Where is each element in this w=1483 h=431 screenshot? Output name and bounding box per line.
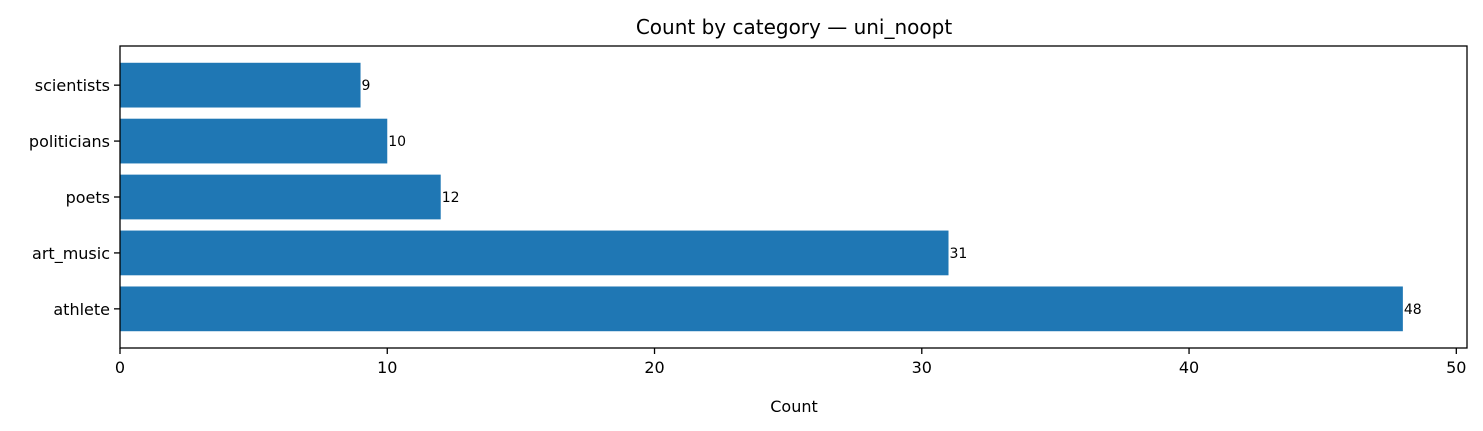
data-label-scientists: 9 <box>362 78 371 94</box>
x-tick-label-0: 0 <box>115 358 125 377</box>
y-tick-label-athlete: athlete <box>53 300 110 319</box>
x-tick-label-20: 20 <box>644 358 664 377</box>
y-tick-label-art_music: art_music <box>32 244 110 264</box>
bar-art_music <box>120 230 949 276</box>
bar-politicians <box>120 118 388 164</box>
x-tick-label-10: 10 <box>377 358 397 377</box>
x-tick-label-50: 50 <box>1446 358 1466 377</box>
data-label-politicians: 10 <box>388 134 406 150</box>
data-label-art_music: 31 <box>950 246 968 262</box>
bar-athlete <box>120 286 1403 332</box>
x-tick-label-40: 40 <box>1179 358 1199 377</box>
y-tick-label-scientists: scientists <box>35 76 110 95</box>
plot-frame <box>119 45 1468 349</box>
y-tick-label-poets: poets <box>66 188 110 207</box>
data-labels-layer: 48 31 12 10 9 <box>362 78 1422 318</box>
bar-scientists <box>120 62 361 108</box>
data-label-athlete: 48 <box>1404 302 1422 318</box>
x-axis-label: Count <box>770 397 818 416</box>
y-axis: athlete art_music poets politicians scientis… <box>29 76 120 319</box>
x-axis: 0 10 20 30 40 50 <box>115 348 1466 377</box>
data-label-poets: 12 <box>442 190 460 206</box>
x-tick-label-30: 30 <box>912 358 932 377</box>
y-tick-label-politicians: politicians <box>29 132 110 151</box>
bars-layer <box>120 62 1403 332</box>
bar-poets <box>120 174 441 220</box>
chart-title: Count by category — uni_noopt <box>636 15 952 39</box>
